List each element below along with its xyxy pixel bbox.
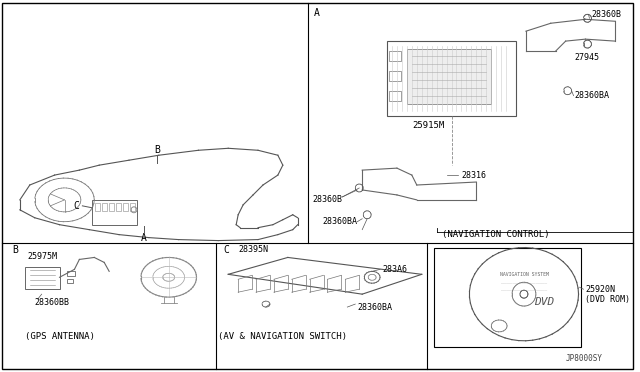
Bar xyxy=(92,200,137,225)
Text: NAVIGATION SYSTEM: NAVIGATION SYSTEM xyxy=(500,272,548,277)
Bar xyxy=(123,203,128,211)
Bar xyxy=(109,203,114,211)
Text: B: B xyxy=(154,145,160,155)
Text: 28395N: 28395N xyxy=(238,245,268,254)
Bar xyxy=(389,51,401,61)
Text: 25975M: 25975M xyxy=(28,252,58,261)
Bar xyxy=(67,279,74,283)
Bar xyxy=(389,91,401,101)
Text: (DVD ROM): (DVD ROM) xyxy=(586,295,630,304)
Text: ________________: ________________ xyxy=(501,286,547,291)
Text: A: A xyxy=(141,232,147,243)
Bar xyxy=(67,271,76,276)
Text: C: C xyxy=(223,244,229,254)
Text: B: B xyxy=(12,244,18,254)
Bar xyxy=(130,203,135,211)
Text: 28360BB: 28360BB xyxy=(35,298,70,307)
Bar xyxy=(389,71,401,81)
Text: ________________: ________________ xyxy=(501,279,547,284)
Bar xyxy=(116,203,121,211)
Text: 25920N: 25920N xyxy=(586,285,616,294)
Bar xyxy=(102,203,107,211)
Bar xyxy=(25,267,60,289)
Bar xyxy=(434,247,580,347)
Text: 28360BA: 28360BA xyxy=(323,217,358,226)
Bar xyxy=(407,49,492,104)
Text: 27945: 27945 xyxy=(575,54,600,62)
Text: JP8000SY: JP8000SY xyxy=(566,354,603,363)
Text: 283A6: 283A6 xyxy=(382,265,407,274)
Text: DVD: DVD xyxy=(534,297,554,307)
Bar xyxy=(95,203,100,211)
Bar xyxy=(387,41,516,116)
Text: (AV & NAVIGATION SWITCH): (AV & NAVIGATION SWITCH) xyxy=(218,332,348,341)
Text: 25915M: 25915M xyxy=(412,121,444,130)
Text: 28360B: 28360B xyxy=(312,195,342,204)
Text: 28360BA: 28360BA xyxy=(575,91,609,100)
Text: (NAVIGATION CONTROL): (NAVIGATION CONTROL) xyxy=(442,230,549,239)
Text: 28360B: 28360B xyxy=(591,10,621,19)
Text: 28360BA: 28360BA xyxy=(357,302,392,312)
Text: (GPS ANTENNA): (GPS ANTENNA) xyxy=(24,332,95,341)
Text: A: A xyxy=(314,8,319,18)
Text: 28316: 28316 xyxy=(461,171,486,180)
Text: C: C xyxy=(74,201,79,211)
